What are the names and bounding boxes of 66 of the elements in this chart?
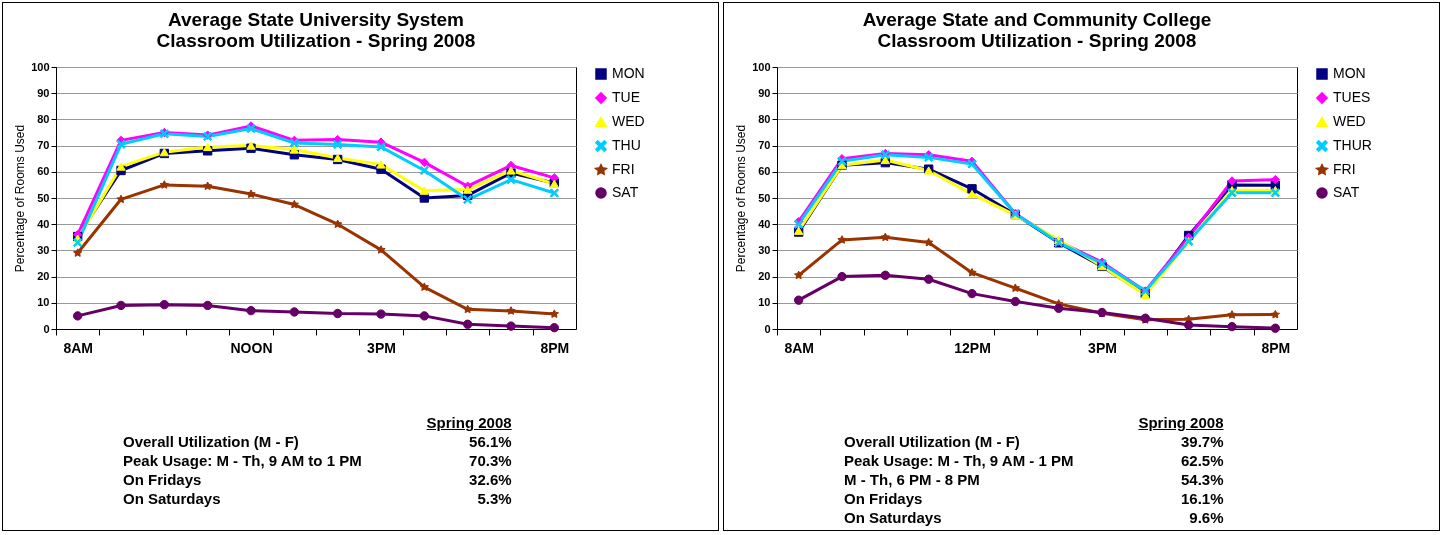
y-tick-label: 90 — [758, 86, 771, 99]
text: 5.3% — [476, 489, 512, 508]
chart-title: Average State and Community College Classroom Utilization - Spring 2008 — [862, 9, 1212, 51]
text: 54.3% — [1179, 470, 1224, 489]
text: On Saturdays — [844, 508, 943, 527]
legend-label: SAT — [1333, 184, 1360, 200]
text: On Fridays — [844, 489, 924, 508]
y-tick-label: 70 — [37, 139, 50, 152]
legend-label: FRI — [612, 161, 635, 177]
legend-label: WED — [612, 113, 645, 129]
y-tick-label: 20 — [758, 270, 771, 283]
y-tick-label: 20 — [37, 270, 50, 283]
y-tick-label: 70 — [758, 139, 771, 152]
text: On Fridays — [123, 470, 203, 489]
y-axis-title: Percentage of Rooms Used — [13, 124, 28, 273]
y-tick-label: 50 — [37, 191, 50, 204]
y-tick-label: 30 — [758, 243, 771, 256]
text: 32.6% — [468, 470, 512, 489]
legend-label: WED — [1333, 113, 1366, 129]
y-tick-label: 80 — [37, 112, 50, 125]
text: Overall Utilization (M - F) — [123, 432, 300, 451]
x-tick-label: 12PM — [954, 339, 991, 356]
y-tick-label: 100 — [752, 60, 771, 73]
x-tick-label: 3PM — [367, 339, 396, 356]
y-tick-label: 60 — [758, 165, 771, 178]
y-axis-title: Percentage of Rooms Used — [734, 124, 749, 273]
text: Spring 2008 — [425, 413, 512, 432]
text: 16.1% — [1179, 489, 1224, 508]
legend-label: MON — [612, 65, 645, 81]
legend-label: SAT — [612, 184, 639, 200]
x-tick-label: NOON — [230, 339, 273, 356]
legend-label: MON — [1333, 65, 1366, 81]
y-tick-label: 10 — [37, 296, 50, 309]
y-tick-label: 40 — [758, 217, 771, 230]
y-tick-label: 80 — [758, 112, 771, 125]
legend-label: THU — [612, 137, 641, 153]
x-tick-label: 8PM — [1261, 339, 1291, 356]
legend-label: FRI — [1333, 161, 1356, 177]
y-tick-label: 0 — [43, 322, 50, 335]
y-tick-label: 100 — [31, 60, 50, 73]
text: 62.5% — [1179, 451, 1224, 470]
y-tick-label: 0 — [764, 322, 771, 335]
text: 9.6% — [1188, 508, 1224, 527]
y-tick-label: 90 — [37, 86, 50, 99]
y-tick-label: 10 — [758, 296, 771, 309]
x-tick-label: 8AM — [63, 339, 93, 356]
text: On Saturdays — [123, 489, 222, 508]
text: M - Th, 6 PM - 8 PM — [844, 470, 981, 489]
legend-label: TUES — [1333, 89, 1371, 105]
legend-label: TUE — [612, 89, 640, 105]
x-tick-label: 3PM — [1088, 339, 1117, 356]
text: Peak Usage: M - Th, 9 AM - 1 PM — [844, 451, 1074, 470]
text: Peak Usage: M - Th, 9 AM to 1 PM — [123, 451, 362, 470]
text: Spring 2008 — [1137, 413, 1224, 432]
x-tick-label: 8AM — [784, 339, 814, 356]
y-tick-label: 60 — [37, 165, 50, 178]
y-tick-label: 50 — [758, 191, 771, 204]
text: 70.3% — [468, 451, 512, 470]
text: 39.7% — [1179, 432, 1224, 451]
text: 56.1% — [468, 432, 512, 451]
text: Overall Utilization (M - F) — [844, 432, 1021, 451]
y-tick-label: 40 — [37, 217, 50, 230]
chart-title: Average State University System Classroom Utilization - Spring 2008 — [156, 9, 476, 51]
x-tick-label: 8PM — [540, 339, 570, 356]
legend-label: THUR — [1333, 137, 1372, 153]
y-tick-label: 30 — [37, 243, 50, 256]
